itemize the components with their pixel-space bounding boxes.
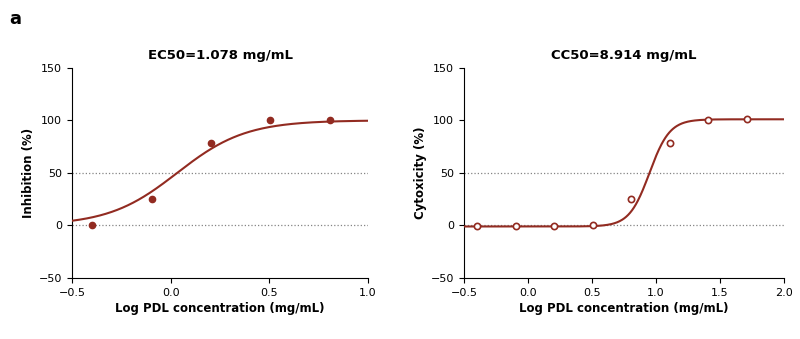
Title: CC50=8.914 mg/mL: CC50=8.914 mg/mL [551, 49, 697, 62]
X-axis label: Log PDL concentration (mg/mL): Log PDL concentration (mg/mL) [519, 302, 729, 315]
Y-axis label: Inhibition (%): Inhibition (%) [22, 128, 34, 218]
X-axis label: Log PDL concentration (mg/mL): Log PDL concentration (mg/mL) [115, 302, 325, 315]
Text: a: a [10, 10, 22, 28]
Y-axis label: Cytoxicity (%): Cytoxicity (%) [414, 127, 426, 219]
Title: EC50=1.078 mg/mL: EC50=1.078 mg/mL [147, 49, 293, 62]
